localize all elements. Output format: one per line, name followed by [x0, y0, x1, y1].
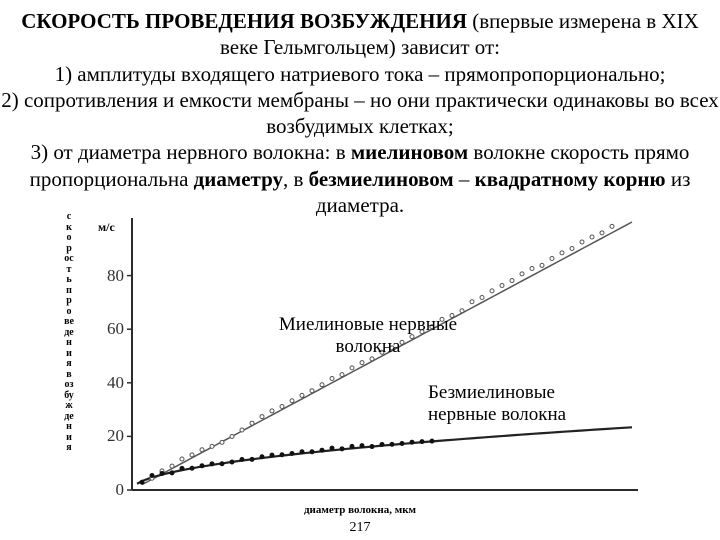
- heading-line3d: диаметру: [194, 167, 283, 191]
- y-tick-label: 60: [94, 319, 124, 339]
- heading-line3b: миелиновом: [351, 140, 468, 164]
- title-bold: СКОРОСТЬ ПРОВЕДЕНИЯ ВОЗБУЖДЕНИЯ: [21, 9, 467, 33]
- page-number: 217: [0, 520, 720, 536]
- heading-line2: 2) сопротивления и емкости мембраны – но…: [1, 88, 719, 138]
- y-tick-label: 40: [94, 373, 124, 393]
- y-tick-label: 20: [94, 426, 124, 446]
- page-root: СКОРОСТЬ ПРОВЕДЕНИЯ ВОЗБУЖДЕНИЯ (впервые…: [0, 0, 720, 540]
- heading-line3e: , в: [283, 167, 309, 191]
- y-axis-label: скорость проведения возбуждения: [64, 212, 74, 454]
- x-axis-label: диаметр волокна, мкм: [0, 504, 720, 516]
- heading-line3g: –: [454, 167, 475, 191]
- y-tick-label: 80: [94, 266, 124, 286]
- heading-line3f: безмиелиновом: [309, 167, 454, 191]
- heading-line3h: квадратному корню: [475, 167, 666, 191]
- y-tick-label: 0: [94, 480, 124, 500]
- heading-line3a: 3) от диаметра нервного волокна: в: [31, 140, 351, 164]
- heading-block: СКОРОСТЬ ПРОВЕДЕНИЯ ВОЗБУЖДЕНИЯ (впервые…: [0, 8, 720, 218]
- heading-line1: 1) амплитуды входящего натриевого тока –…: [55, 62, 666, 86]
- label-myelinated: Миелиновые нервные волокна: [268, 314, 468, 358]
- label-unmyelinated: Безмиелиновые нервные волокна: [428, 382, 628, 426]
